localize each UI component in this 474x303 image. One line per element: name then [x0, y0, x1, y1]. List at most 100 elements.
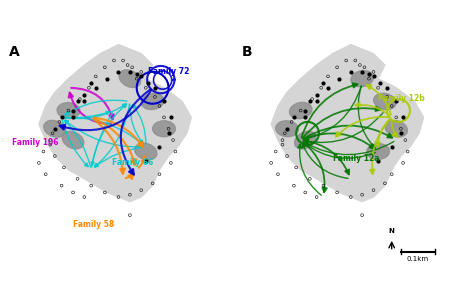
Point	[272, 149, 280, 154]
Ellipse shape	[62, 131, 84, 149]
FancyArrowPatch shape	[304, 142, 394, 155]
Point	[392, 115, 400, 120]
Point	[297, 108, 304, 113]
Point	[358, 213, 366, 218]
Point	[358, 192, 366, 197]
Point	[165, 126, 173, 131]
Point	[42, 172, 49, 177]
Point	[128, 65, 136, 70]
Point	[69, 190, 77, 195]
FancyArrowPatch shape	[64, 117, 143, 144]
Point	[281, 131, 289, 136]
Point	[381, 181, 389, 186]
Point	[151, 85, 159, 90]
FancyArrowPatch shape	[375, 119, 390, 147]
Point	[137, 74, 145, 79]
Point	[110, 58, 118, 63]
Point	[119, 58, 127, 63]
FancyArrowPatch shape	[139, 157, 146, 168]
Point	[58, 183, 65, 188]
Ellipse shape	[153, 120, 175, 137]
Point	[81, 92, 88, 97]
Point	[155, 104, 163, 108]
Point	[49, 131, 56, 136]
Point	[46, 142, 54, 147]
Point	[133, 72, 140, 77]
Point	[347, 195, 355, 199]
FancyArrowPatch shape	[366, 85, 391, 115]
Point	[374, 158, 382, 163]
Point	[160, 115, 168, 120]
Point	[85, 85, 93, 90]
FancyArrowPatch shape	[126, 174, 134, 179]
Ellipse shape	[385, 121, 408, 137]
Point	[137, 188, 145, 193]
FancyArrowPatch shape	[94, 118, 137, 165]
FancyArrowPatch shape	[65, 120, 143, 147]
Point	[324, 74, 332, 79]
Point	[370, 69, 377, 74]
Text: Family 12a: Family 12a	[333, 154, 379, 163]
FancyArrowPatch shape	[94, 118, 143, 147]
FancyArrowPatch shape	[65, 100, 127, 115]
Ellipse shape	[351, 71, 374, 87]
Point	[342, 58, 350, 63]
Point	[92, 74, 100, 79]
Point	[81, 195, 88, 199]
Point	[313, 195, 320, 199]
Point	[370, 74, 377, 79]
Ellipse shape	[374, 93, 396, 110]
Point	[35, 161, 43, 165]
FancyArrowPatch shape	[304, 143, 375, 158]
FancyArrowPatch shape	[302, 107, 380, 138]
FancyArrowPatch shape	[302, 144, 348, 178]
Ellipse shape	[141, 93, 164, 110]
Ellipse shape	[294, 131, 316, 149]
Point	[292, 165, 300, 170]
Point	[169, 138, 177, 142]
Point	[388, 145, 395, 149]
Point	[115, 195, 122, 199]
Point	[58, 115, 65, 120]
Text: Family 58: Family 58	[73, 220, 114, 228]
Point	[172, 149, 179, 154]
Point	[144, 81, 152, 86]
Point	[383, 85, 391, 90]
Point	[290, 115, 298, 120]
Point	[358, 69, 366, 74]
Point	[383, 95, 391, 99]
Point	[313, 99, 320, 104]
FancyArrowPatch shape	[69, 93, 111, 124]
FancyArrowPatch shape	[64, 104, 126, 118]
Point	[301, 108, 309, 113]
Ellipse shape	[290, 102, 312, 119]
Ellipse shape	[276, 121, 299, 137]
FancyArrowPatch shape	[356, 102, 390, 115]
Text: Family 106: Family 106	[11, 138, 58, 147]
FancyArrowPatch shape	[303, 141, 349, 175]
Point	[69, 108, 77, 113]
Point	[318, 85, 325, 90]
Point	[301, 190, 309, 195]
Point	[397, 131, 405, 136]
FancyArrowPatch shape	[303, 125, 392, 139]
FancyArrowPatch shape	[298, 145, 321, 195]
Polygon shape	[271, 45, 424, 201]
FancyArrowPatch shape	[64, 111, 110, 118]
Point	[392, 99, 400, 104]
Point	[267, 161, 275, 165]
Point	[133, 76, 140, 81]
Point	[69, 115, 77, 120]
FancyArrowPatch shape	[305, 86, 361, 140]
FancyArrowPatch shape	[392, 120, 397, 137]
FancyArrowPatch shape	[303, 133, 374, 148]
Point	[301, 115, 309, 120]
Point	[324, 85, 332, 90]
Point	[137, 69, 145, 74]
Point	[46, 138, 54, 142]
Point	[87, 81, 95, 86]
Point	[283, 154, 291, 158]
FancyArrowPatch shape	[62, 120, 88, 167]
Text: Family 72: Family 72	[148, 67, 190, 76]
Point	[126, 192, 134, 197]
